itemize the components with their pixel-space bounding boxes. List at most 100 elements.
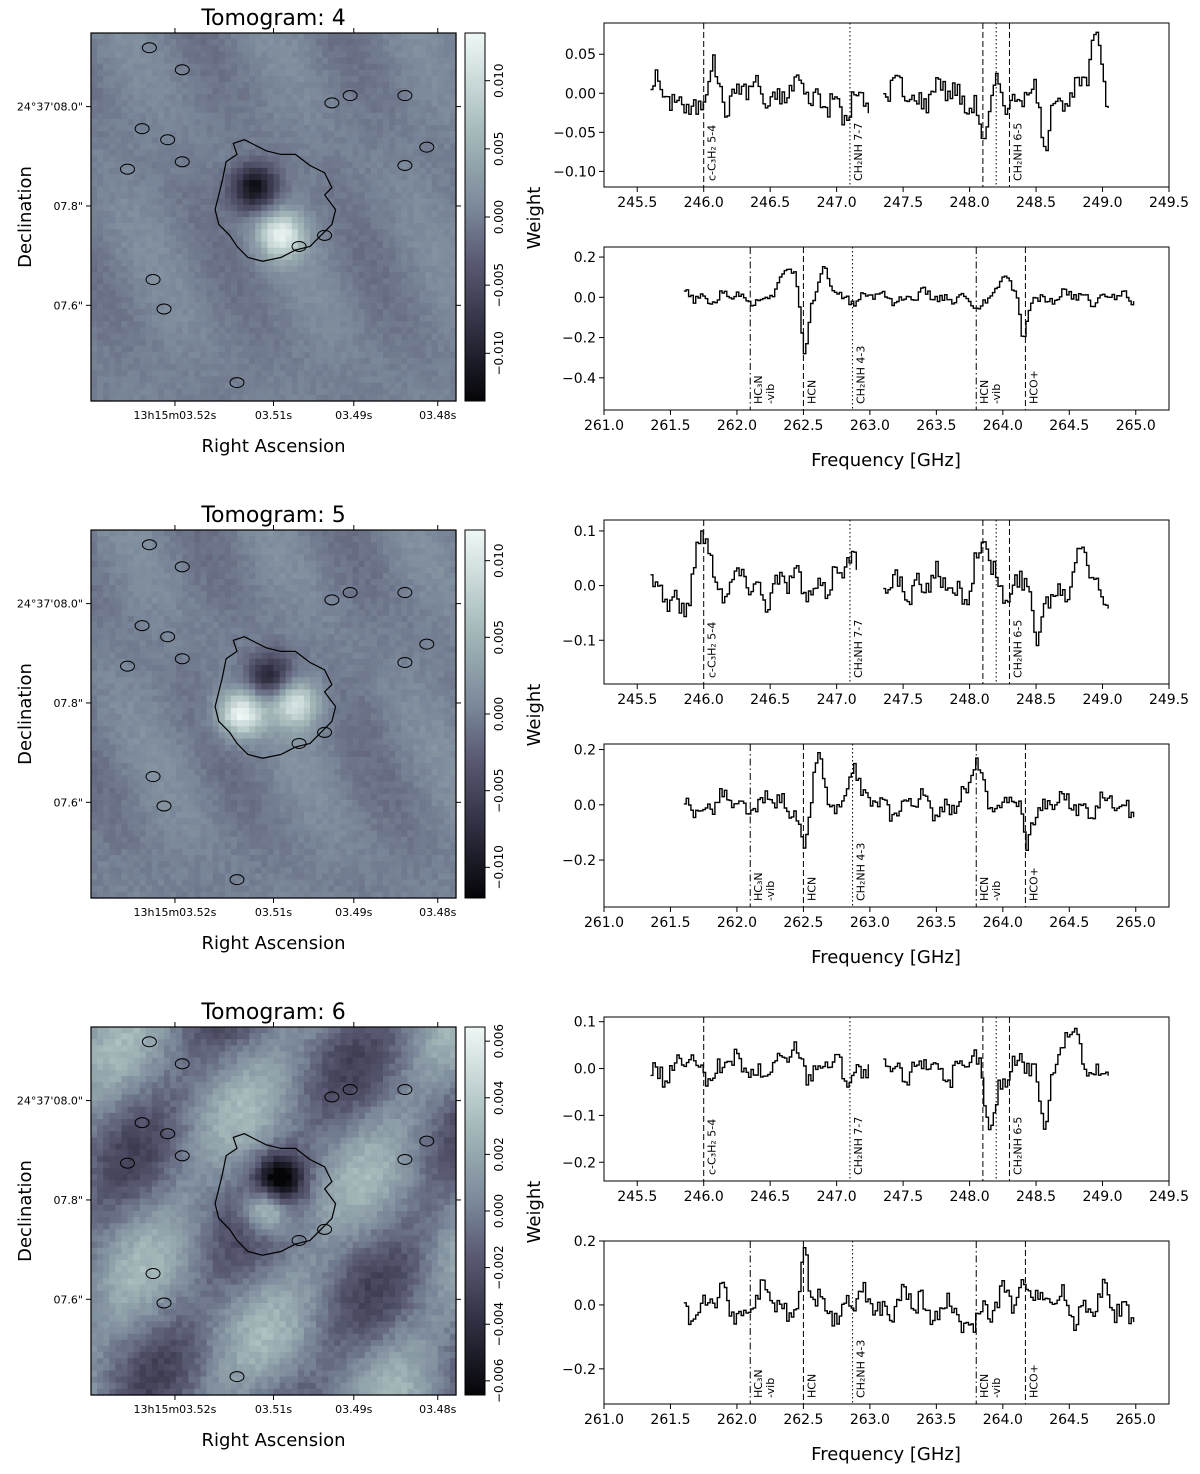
- heatmap-cell: [255, 327, 262, 335]
- heatmap-cell: [449, 57, 457, 65]
- heatmap-cell: [297, 198, 305, 206]
- heatmap-cell: [224, 125, 232, 132]
- heatmap-cell: [145, 284, 153, 292]
- heatmap-cell: [127, 284, 135, 292]
- heatmap-cell: [218, 155, 226, 163]
- heatmap-cell: [401, 241, 408, 249]
- heatmap-cell: [297, 33, 305, 40]
- heatmap-cell: [328, 272, 335, 279]
- heatmap-cell: [237, 272, 244, 279]
- heatmap-cell: [316, 394, 323, 402]
- heatmap-cell: [133, 315, 141, 322]
- heatmap-cell: [200, 370, 208, 378]
- heatmap-cell: [91, 358, 98, 365]
- heatmap-cell: [431, 646, 439, 654]
- heatmap-cell: [249, 33, 256, 40]
- heatmap-cell: [370, 548, 378, 556]
- heatmap-cell: [334, 180, 342, 187]
- heatmap-cell: [164, 284, 171, 292]
- heatmap-cell: [115, 622, 123, 629]
- heatmap-cell: [139, 358, 147, 365]
- heatmap-cell: [383, 149, 390, 157]
- heatmap-cell: [218, 640, 226, 648]
- heatmap-cell: [273, 284, 281, 292]
- heatmap-cell: [249, 125, 256, 132]
- heatmap-cell: [279, 180, 287, 187]
- heatmap-cell: [218, 94, 226, 102]
- heatmap-cell: [145, 615, 153, 623]
- heatmap-cell: [334, 266, 342, 273]
- heatmap-cell: [376, 572, 384, 580]
- heatmap-cell: [407, 542, 415, 549]
- heatmap-cell: [279, 339, 287, 347]
- heatmap-cell: [139, 247, 147, 255]
- heatmap-cell: [316, 339, 323, 347]
- heatmap-cell: [237, 585, 244, 592]
- heatmap-cell: [352, 278, 360, 286]
- heatmap-cell: [273, 554, 281, 562]
- heatmap-cell: [97, 88, 104, 95]
- heatmap-cell: [91, 180, 98, 187]
- heatmap-cell: [310, 554, 317, 562]
- heatmap-cell: [389, 394, 396, 402]
- heatmap-cell: [340, 339, 348, 347]
- heatmap-cell: [449, 94, 457, 102]
- heatmap-cell: [273, 125, 281, 132]
- heatmap-cell: [194, 597, 202, 605]
- heatmap-cell: [182, 290, 189, 298]
- heatmap-cell: [206, 259, 214, 267]
- heatmap-cell: [358, 39, 366, 46]
- heatmap-cell: [303, 223, 311, 230]
- heatmap-cell: [188, 609, 196, 617]
- heatmap-cell: [212, 591, 220, 599]
- heatmap-cell: [115, 572, 123, 580]
- heatmap-cell: [297, 290, 305, 298]
- heatmap-cell: [346, 388, 354, 396]
- heatmap-cell: [121, 548, 129, 556]
- heatmap-cell: [443, 94, 451, 102]
- heatmap-cell: [449, 388, 457, 396]
- heatmap-cell: [346, 560, 354, 568]
- heatmap-cell: [364, 309, 372, 316]
- heatmap-cell: [425, 259, 433, 267]
- heatmap-cell: [109, 100, 116, 108]
- heatmap-cell: [170, 192, 177, 200]
- heatmap-cell: [109, 180, 116, 187]
- heatmap-cell: [170, 296, 177, 304]
- heatmap-cell: [194, 345, 202, 353]
- heatmap-cell: [206, 640, 214, 648]
- heatmap-cell: [91, 609, 98, 617]
- heatmap-cell: [237, 63, 244, 71]
- heatmap-cell: [91, 278, 98, 286]
- heatmap-cell: [261, 327, 269, 335]
- heatmap-cell: [212, 186, 220, 194]
- heatmap-cell: [176, 579, 183, 586]
- heatmap-cell: [151, 591, 159, 599]
- spectrum-frame: [603, 246, 1170, 411]
- heatmap-cell: [109, 125, 116, 132]
- heatmap-cell: [316, 39, 323, 46]
- heatmap-cell: [206, 351, 214, 359]
- heatmap-cell: [91, 622, 98, 629]
- heatmap-cell: [151, 223, 159, 230]
- heatmap-cell: [437, 33, 445, 40]
- heatmap-cell: [395, 542, 402, 549]
- x-tick-label: 248.5: [1016, 195, 1056, 211]
- heatmap-cell: [316, 125, 323, 132]
- heatmap-cell: [139, 186, 147, 194]
- heatmap-cell: [383, 364, 390, 371]
- heatmap-cell: [449, 229, 457, 236]
- heatmap-cell: [370, 180, 378, 187]
- heatmap-cell: [218, 536, 226, 543]
- heatmap-cell: [401, 615, 408, 623]
- heatmap-cell: [267, 554, 275, 562]
- heatmap-cell: [261, 180, 269, 187]
- heatmap-cell: [194, 339, 202, 347]
- heatmap-cell: [297, 585, 305, 592]
- heatmap-cell: [121, 253, 129, 261]
- heatmap-cell: [419, 351, 427, 359]
- heatmap-cell: [322, 155, 329, 163]
- heatmap-cell: [425, 572, 433, 580]
- heatmap-cell: [170, 112, 177, 120]
